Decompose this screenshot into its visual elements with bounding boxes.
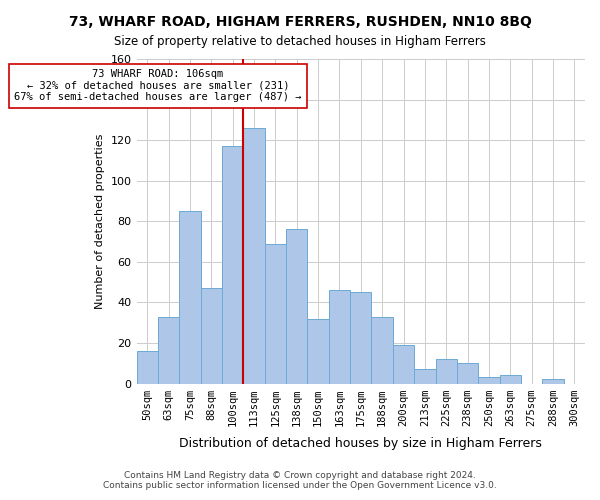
Bar: [436, 359, 457, 384]
Bar: [307, 318, 329, 384]
Bar: [414, 370, 436, 384]
Y-axis label: Number of detached properties: Number of detached properties: [95, 134, 105, 309]
Bar: [393, 345, 414, 384]
Bar: [265, 244, 286, 384]
Bar: [350, 292, 371, 384]
Bar: [244, 128, 265, 384]
Bar: [478, 378, 500, 384]
Bar: [158, 316, 179, 384]
Text: Contains HM Land Registry data © Crown copyright and database right 2024.
Contai: Contains HM Land Registry data © Crown c…: [103, 470, 497, 490]
Bar: [137, 351, 158, 384]
Bar: [457, 363, 478, 384]
Bar: [286, 230, 307, 384]
Bar: [500, 376, 521, 384]
Bar: [371, 316, 393, 384]
Bar: [179, 211, 200, 384]
Bar: [222, 146, 244, 384]
Text: 73, WHARF ROAD, HIGHAM FERRERS, RUSHDEN, NN10 8BQ: 73, WHARF ROAD, HIGHAM FERRERS, RUSHDEN,…: [68, 15, 532, 29]
Text: Size of property relative to detached houses in Higham Ferrers: Size of property relative to detached ho…: [114, 35, 486, 48]
Bar: [542, 380, 563, 384]
Bar: [329, 290, 350, 384]
Bar: [200, 288, 222, 384]
Text: 73 WHARF ROAD: 106sqm
← 32% of detached houses are smaller (231)
67% of semi-det: 73 WHARF ROAD: 106sqm ← 32% of detached …: [14, 69, 302, 102]
X-axis label: Distribution of detached houses by size in Higham Ferrers: Distribution of detached houses by size …: [179, 437, 542, 450]
